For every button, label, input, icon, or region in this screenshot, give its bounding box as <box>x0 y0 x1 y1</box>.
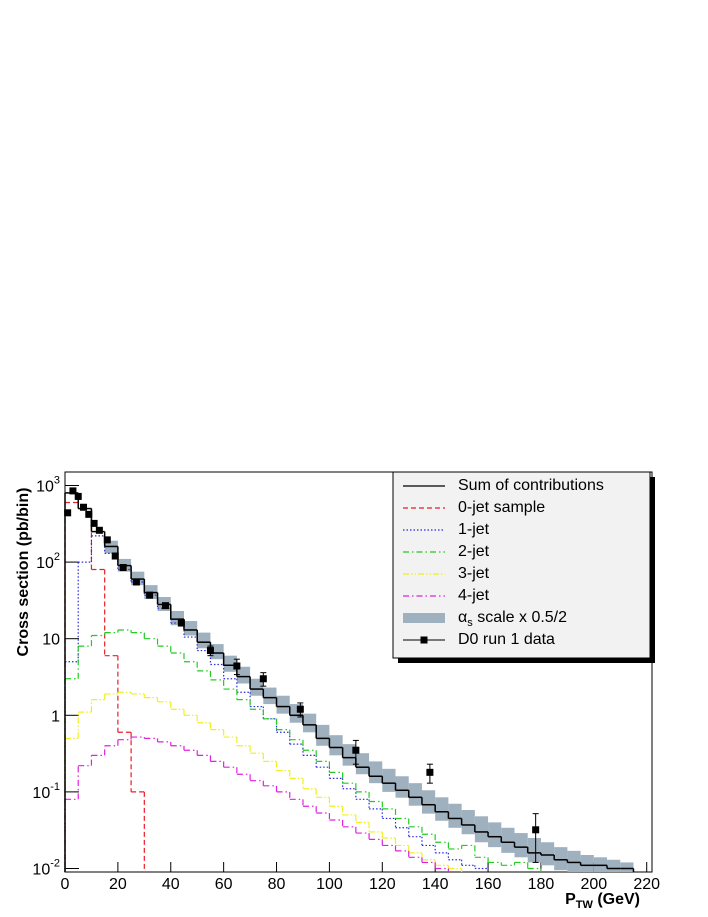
data-point <box>132 578 140 586</box>
x-tick-label: 160 <box>475 876 502 893</box>
band-segment <box>421 790 436 814</box>
band-segment <box>607 859 621 872</box>
legend-label: 3-jet <box>458 565 490 582</box>
legend-box <box>392 471 651 659</box>
data-point <box>352 746 360 754</box>
band-segment <box>501 827 515 853</box>
data-point <box>80 503 88 511</box>
y-tick-label: 10 <box>42 632 60 649</box>
data-point <box>177 619 185 627</box>
data-point <box>532 826 540 834</box>
histogram-series <box>64 691 463 872</box>
band-segment <box>302 713 317 733</box>
legend-label: D0 run 1 data <box>458 631 555 648</box>
data-point <box>103 536 111 544</box>
data-point <box>74 492 82 500</box>
data-point <box>161 602 169 610</box>
band-segment <box>329 735 343 756</box>
band-segment <box>183 621 198 636</box>
x-axis-title: PTW​ (GeV) <box>565 891 640 911</box>
legend-label: 1-jet <box>458 521 490 538</box>
band-segment <box>263 687 277 705</box>
data-point <box>259 675 267 683</box>
y-axis-title: Cross section (pb/bin) <box>15 488 32 657</box>
legend-swatch <box>420 636 428 644</box>
band-segment <box>276 695 290 714</box>
y-tick-label: 103​ <box>36 474 60 495</box>
x-tick-label: 80 <box>268 876 286 893</box>
data-point <box>85 510 93 518</box>
band-segment <box>355 753 370 775</box>
data-point <box>146 591 154 599</box>
x-tick-label: 140 <box>422 876 449 893</box>
x-tick-label: 200 <box>580 876 607 893</box>
band-segment <box>435 797 449 821</box>
data-point <box>119 563 127 571</box>
band-segment <box>369 761 383 784</box>
data-point <box>111 552 119 560</box>
band-segment <box>488 822 502 848</box>
band-segment <box>382 768 396 792</box>
data-point <box>90 519 98 527</box>
data-point <box>64 509 72 517</box>
legend-label: αs​ scale x 0.5/2 <box>458 609 567 629</box>
x-tick-label: 180 <box>528 876 555 893</box>
data-point <box>233 662 241 670</box>
data-point <box>69 487 77 495</box>
x-tick-label: 0 <box>61 876 70 893</box>
x-tick-label: 40 <box>162 876 180 893</box>
legend-label: 4-jet <box>458 587 490 604</box>
y-tick-label: 102​ <box>36 551 60 572</box>
band-segment <box>540 842 555 866</box>
y-tick-label: 10-1​ <box>32 781 60 802</box>
legend-label: 0-jet sample <box>458 499 545 516</box>
x-tick-label: 100 <box>316 876 343 893</box>
legend-label: Sum of contributions <box>458 477 604 494</box>
legend-label: 2-jet <box>458 543 490 560</box>
band-segment <box>567 850 581 872</box>
band-segment <box>448 803 462 828</box>
band-segment <box>461 810 475 835</box>
x-tick-label: 120 <box>369 876 396 893</box>
band-segment <box>250 678 264 696</box>
band-segment <box>395 776 409 798</box>
band-segment <box>527 838 541 863</box>
histogram-series <box>64 736 450 872</box>
data-point <box>95 526 103 534</box>
band-segment <box>316 724 330 746</box>
band-segment <box>408 783 422 806</box>
y-tick-label: 10-2​ <box>32 857 60 878</box>
band-segment <box>580 855 594 872</box>
legend-swatch <box>403 613 445 623</box>
y-tick-label: 1 <box>51 709 60 726</box>
band-segment <box>620 862 634 872</box>
data-point <box>296 705 304 713</box>
band-segment <box>236 666 251 684</box>
band-segment <box>554 847 568 871</box>
x-tick-label: 220 <box>633 876 660 893</box>
x-tick-label: 60 <box>215 876 233 893</box>
band-segment <box>474 816 489 843</box>
data-point <box>426 768 434 776</box>
band-segment <box>514 833 528 858</box>
band-segment <box>197 632 211 649</box>
data-point <box>206 647 214 655</box>
x-tick-label: 20 <box>109 876 127 893</box>
